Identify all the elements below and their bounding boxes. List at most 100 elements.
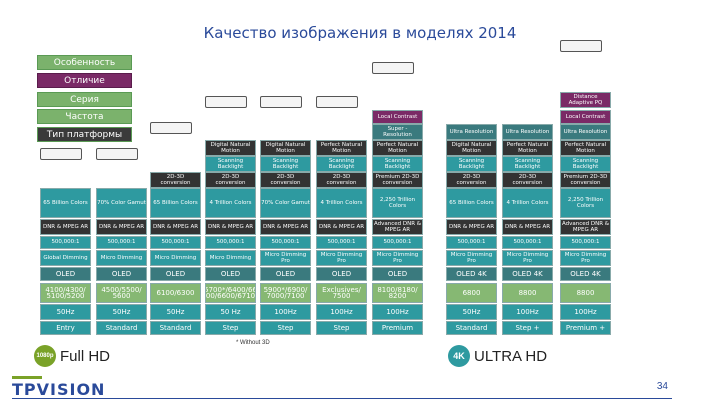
feature-cell: OLED 4K xyxy=(502,267,553,281)
row-label-difference: Отличие xyxy=(37,73,132,88)
feature-cell: 70% Color Gamut xyxy=(96,188,147,218)
feature-cell: OLED 4K xyxy=(560,267,611,281)
row-label-platform: Тип платформы xyxy=(37,127,132,142)
feature-cell: Perfect Natural Motion xyxy=(372,140,423,156)
feature-cell: 500,000:1 xyxy=(96,236,147,249)
row-label-feature: Особенность xyxy=(37,55,132,70)
feature-cell: Premium xyxy=(372,321,423,335)
pixel-precise-logo xyxy=(372,62,414,74)
feature-cell: 6100/6300 xyxy=(150,283,201,303)
feature-cell: 2D-3D conversion xyxy=(502,172,553,188)
feature-cell: 65 Billion Colors xyxy=(446,188,497,218)
feature-cell: Scanning Backlight xyxy=(205,156,256,172)
feature-cell: Premium 2D-3D conversion xyxy=(560,172,611,188)
feature-cell: DNR & MPEG AR xyxy=(96,219,147,235)
fullhd-badge-icon: 1080p xyxy=(34,345,56,367)
feature-cell: Micro Dimming Pro xyxy=(316,250,367,266)
feature-cell: 5700*/6400/66 00/6600/6710 xyxy=(205,283,256,303)
distance-adaptive-cell: Distance Adaptive PQ xyxy=(560,92,611,108)
footnote: * Without 3D xyxy=(236,340,270,346)
pixel-plus-hd-logo xyxy=(96,148,138,160)
ultrahd-badge-icon: 4K xyxy=(448,345,470,367)
ultrahd-footer: 4K ULTRA HD xyxy=(448,345,547,367)
feature-cell: 5900*/6900/ 7000/7100 xyxy=(260,283,311,303)
feature-cell: 500,000:1 xyxy=(372,236,423,249)
feature-cell: Micro Dimming xyxy=(150,250,201,266)
feature-cell: 500,000:1 xyxy=(446,236,497,249)
feature-cell: 4 Trillion Colors xyxy=(316,188,367,218)
feature-cell: OLED xyxy=(260,267,311,281)
feature-cell: 500,000:1 xyxy=(205,236,256,249)
feature-cell: 500,000:1 xyxy=(502,236,553,249)
feature-cell: Micro Dimming xyxy=(205,250,256,266)
feature-cell: 6800 xyxy=(446,283,497,303)
feature-cell: Perfect Natural Motion xyxy=(316,140,367,156)
feature-cell: 100Hz xyxy=(502,304,553,320)
feature-cell: Step xyxy=(260,321,311,335)
feature-cell: Scanning Backlight xyxy=(502,156,553,172)
ultrahd-label: ULTRA HD xyxy=(474,347,548,365)
feature-cell: Local Contrast xyxy=(560,110,611,124)
feature-cell: 50Hz xyxy=(150,304,201,320)
feature-cell: Premium + xyxy=(560,321,611,335)
pixel-plus-hd-logo xyxy=(316,96,358,108)
feature-cell: 100Hz xyxy=(560,304,611,320)
feature-cell: 500,000:1 xyxy=(260,236,311,249)
feature-cell: Scanning Backlight xyxy=(372,156,423,172)
feature-cell: Micro Dimming Pro xyxy=(260,250,311,266)
feature-cell: Scanning Backlight xyxy=(560,156,611,172)
feature-cell: 50 Hz xyxy=(205,304,256,320)
feature-cell: Standard xyxy=(150,321,201,335)
feature-cell: 70% Color Gamut xyxy=(260,188,311,218)
feature-cell: Advanced DNR & MPEG AR xyxy=(372,219,423,235)
page-number: 34 xyxy=(656,381,668,392)
brand-accent-line xyxy=(12,376,42,379)
feature-cell: Ultra Resolution xyxy=(446,124,497,140)
feature-cell: 2D-3D conversion xyxy=(150,172,201,188)
feature-cell: DNR & MPEG AR xyxy=(502,219,553,235)
feature-cell: Step xyxy=(316,321,367,335)
brand-logo: TPVISION xyxy=(12,380,106,399)
feature-cell: Ultra Resolution xyxy=(560,124,611,140)
feature-cell: Digital Natural Motion xyxy=(205,140,256,156)
feature-cell: Exclusives/ 7500 xyxy=(316,283,367,303)
feature-cell: OLED 4K xyxy=(446,267,497,281)
feature-cell: Perfect Natural Motion xyxy=(560,140,611,156)
ultra-hd-logo xyxy=(560,40,602,52)
feature-cell: 4 Trillion Colors xyxy=(205,188,256,218)
digital-crystal-clear-logo xyxy=(40,148,82,160)
feature-cell: 2,250 Trillion Colors xyxy=(372,188,423,218)
feature-cell: 2D-3D conversion xyxy=(446,172,497,188)
feature-cell: 8800 xyxy=(560,283,611,303)
feature-cell: Micro Dimming Pro xyxy=(372,250,423,266)
feature-cell: Perfect Natural Motion xyxy=(502,140,553,156)
feature-cell: Micro Dimming Pro xyxy=(446,250,497,266)
feature-cell: DNR & MPEG AR xyxy=(40,219,91,235)
pixel-plus-hd-logo xyxy=(150,122,192,134)
feature-cell: Micro Dimming Pro xyxy=(502,250,553,266)
feature-cell: Micro Dimming Pro xyxy=(560,250,611,266)
feature-cell: Super - Resolution xyxy=(372,124,423,140)
feature-cell: 500,000:1 xyxy=(40,236,91,249)
feature-cell: 50Hz xyxy=(96,304,147,320)
feature-cell: 50Hz xyxy=(446,304,497,320)
feature-cell: Digital Natural Motion xyxy=(446,140,497,156)
feature-cell: 2,250 Trillion Colors xyxy=(560,188,611,218)
feature-cell: OLED xyxy=(205,267,256,281)
feature-cell: 500,000:1 xyxy=(316,236,367,249)
feature-cell: OLED xyxy=(96,267,147,281)
feature-cell: OLED xyxy=(150,267,201,281)
feature-cell: 2D-3D conversion xyxy=(316,172,367,188)
feature-cell: Local Contrast xyxy=(372,110,423,124)
feature-cell: Standard xyxy=(96,321,147,335)
feature-cell: 2D-3D conversion xyxy=(260,172,311,188)
feature-cell: DNR & MPEG AR xyxy=(150,219,201,235)
feature-cell: 100Hz xyxy=(260,304,311,320)
page-title: Качество изображения в моделях 2014 xyxy=(203,24,517,42)
feature-cell: 8100/8180/ 8200 xyxy=(372,283,423,303)
feature-cell: 100Hz xyxy=(316,304,367,320)
feature-cell: 4500/5500/ 5600 xyxy=(96,283,147,303)
feature-cell: 65 Billion Colors xyxy=(150,188,201,218)
feature-cell: Scanning Backlight xyxy=(316,156,367,172)
feature-cell: 500,000:1 xyxy=(560,236,611,249)
